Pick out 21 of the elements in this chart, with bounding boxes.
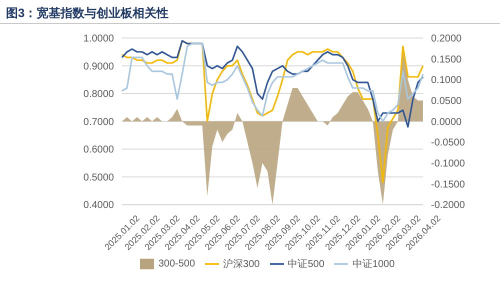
y2-tick-label: -0.2000 bbox=[431, 200, 466, 212]
legend-label: 300-500 bbox=[158, 258, 196, 270]
y2-tick-label: 0.2000 bbox=[431, 34, 462, 45]
y-tick-label: 0.7000 bbox=[83, 116, 114, 128]
y-tick-label: 0.9000 bbox=[83, 61, 114, 72]
y-tick-label: 0.4000 bbox=[83, 200, 114, 212]
chart-title: 图3：宽基指数与创业板相关性 bbox=[6, 5, 169, 22]
y-tick-label: 0.6000 bbox=[83, 144, 114, 156]
y-tick-label: 0.8000 bbox=[83, 89, 114, 100]
y-tick-label: 0.5000 bbox=[83, 172, 114, 184]
legend-label: 中证1000 bbox=[352, 258, 395, 270]
y2-tick-label: -0.0500 bbox=[431, 138, 466, 149]
y2-tick-label: -0.1500 bbox=[431, 179, 466, 190]
y2-tick-label: 0.1500 bbox=[431, 54, 462, 66]
y2-tick-label: 0.1000 bbox=[431, 75, 462, 86]
y2-tick-label: -0.1000 bbox=[431, 158, 466, 170]
legend-label: 中证500 bbox=[288, 258, 324, 270]
y2-tick-label: 0.0500 bbox=[431, 96, 462, 108]
y-tick-label: 1.0000 bbox=[83, 34, 114, 45]
legend-label: 沪深300 bbox=[223, 258, 260, 270]
y2-tick-label: 0.0000 bbox=[431, 116, 462, 128]
